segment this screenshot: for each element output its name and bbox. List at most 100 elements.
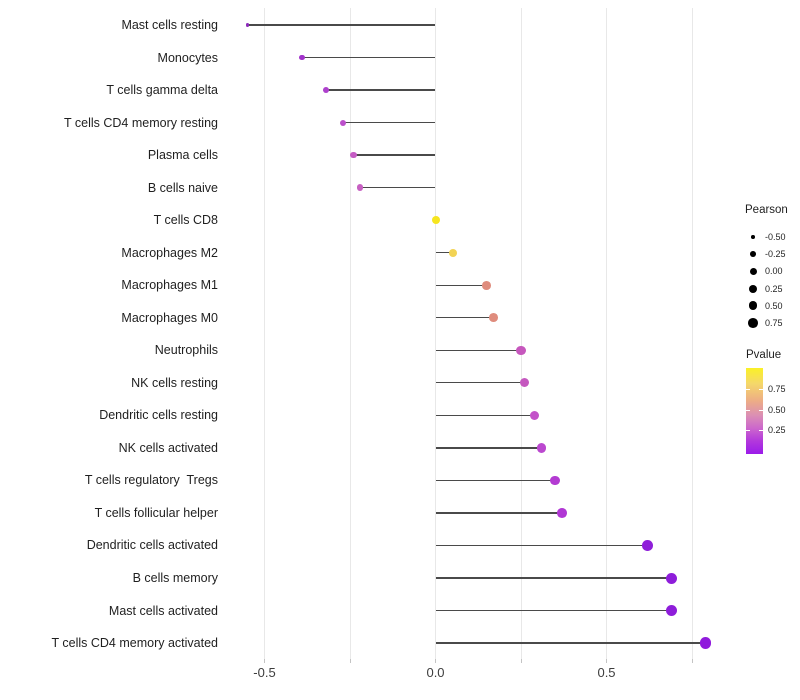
lollipop-stem <box>353 154 436 156</box>
x-axis-tick <box>520 659 522 663</box>
pearson-legend-dot <box>749 284 757 293</box>
lollipop-dot <box>448 248 457 257</box>
pearson-legend-label: -0.25 <box>765 249 786 260</box>
lollipop-dot <box>489 313 499 323</box>
lollipop-dot <box>482 280 492 290</box>
lollipop-stem <box>343 121 436 124</box>
lollipop-dot <box>340 119 347 126</box>
pearson-legend-dot <box>751 235 755 239</box>
pvalue-colorbar-label: 0.25 <box>768 425 786 435</box>
pearson-size-legend: Pearson -0.50 -0.25 0.00 0.25 0.50 0.75 <box>745 204 800 334</box>
lollipop-dot <box>529 410 540 421</box>
x-axis-tick <box>435 659 436 663</box>
lollipop-stem <box>435 512 563 514</box>
x-axis-tick-label: 0.0 <box>426 665 445 680</box>
row-label: NK cells resting <box>131 375 218 390</box>
lollipop-dot <box>536 443 547 453</box>
row-label: T cells regulatory Tregs <box>84 473 218 488</box>
row-label: Dendritic cells activated <box>86 538 218 553</box>
gridline <box>349 8 351 659</box>
pearson-legend-label: 0.75 <box>765 318 783 328</box>
row-label: Macrophages M2 <box>121 245 218 260</box>
row-label: T cells CD8 <box>153 213 218 228</box>
lollipop-stem <box>435 252 453 254</box>
row-label: Dendritic cells resting <box>99 408 218 423</box>
pvalue-colorbar-tick <box>759 388 763 390</box>
lollipop-dot <box>357 184 364 191</box>
row-label: B cells memory <box>132 571 218 585</box>
lollipop-stem <box>247 24 436 26</box>
lollipop-stem <box>302 56 436 59</box>
lollipop-stem <box>435 349 521 351</box>
pvalue-colorbar <box>746 368 763 454</box>
lollipop-dot <box>519 378 529 388</box>
x-axis-tick <box>264 659 265 663</box>
pearson-legend-dot <box>749 267 757 275</box>
lollipop-dot <box>550 475 561 486</box>
lollipop-stem <box>435 317 494 319</box>
x-axis-tick <box>606 659 607 663</box>
pvalue-colorbar-label: 0.50 <box>768 404 786 415</box>
lollipop-stem <box>360 187 436 189</box>
lollipop-dot <box>245 23 250 27</box>
row-label: T cells follicular helper <box>94 505 218 520</box>
pvalue-color-legend: Pvalue 0.75 0.50 0.25 <box>746 349 800 469</box>
gridline <box>520 8 522 659</box>
lollipop-dot <box>431 216 440 225</box>
lollipop-dot <box>557 508 567 518</box>
lollipop-dot <box>665 572 677 584</box>
row-label: B cells naive <box>147 180 218 195</box>
row-label: Mast cells resting <box>121 18 218 32</box>
row-label: NK cells activated <box>118 440 218 455</box>
gridline <box>606 8 607 659</box>
pearson-legend-label: 0.50 <box>765 300 783 311</box>
pearson-legend-label: -0.50 <box>765 232 786 242</box>
pvalue-colorbar-tick <box>759 430 763 431</box>
row-label: Neutrophils <box>154 343 218 358</box>
lollipop-dot <box>323 87 329 93</box>
gridline <box>691 8 693 659</box>
pearson-legend-title: Pearson <box>745 204 788 216</box>
row-label: Macrophages M0 <box>121 310 218 325</box>
lollipop-dot <box>299 54 305 61</box>
lollipop-stem <box>435 382 525 384</box>
lollipop-dot <box>350 151 357 159</box>
row-label: T cells CD4 memory resting <box>64 115 218 130</box>
pearson-legend-dot <box>750 251 756 258</box>
lollipop-dot <box>516 345 526 355</box>
row-label: T cells CD4 memory activated <box>51 636 219 651</box>
row-label: Monocytes <box>157 50 218 65</box>
lollipop-stem <box>435 414 535 416</box>
lollipop-stem <box>326 89 436 91</box>
lollipop-stem <box>435 284 487 286</box>
pvalue-colorbar-label: 0.75 <box>768 383 786 394</box>
x-axis-tick-label: 0.5 <box>597 665 616 680</box>
row-label: Plasma cells <box>147 148 218 163</box>
lollipop-dot <box>642 540 653 551</box>
lollipop-stem <box>435 642 706 644</box>
x-axis-tick-label: -0.5 <box>253 665 276 680</box>
row-label: Macrophages M1 <box>121 278 218 293</box>
x-axis-tick <box>691 659 693 663</box>
lollipop-dot <box>699 637 712 649</box>
lollipop-dot <box>665 605 677 617</box>
gridline <box>264 8 265 659</box>
gridline <box>435 8 436 659</box>
lollipop-stem <box>435 447 542 449</box>
pearson-legend-label: 0.25 <box>765 283 783 294</box>
pearson-legend-label: 0.00 <box>765 266 783 277</box>
pvalue-legend-title: Pvalue <box>746 349 782 361</box>
lollipop-stem <box>435 479 556 482</box>
lollipop-stem <box>435 544 648 547</box>
lollipop-stem <box>435 609 672 612</box>
pvalue-colorbar-tick <box>746 388 750 390</box>
row-label: T cells gamma delta <box>106 83 218 98</box>
pearson-legend-dot <box>748 318 758 328</box>
pvalue-colorbar-tick <box>746 430 750 431</box>
pvalue-colorbar-tick <box>746 409 750 411</box>
row-label: Mast cells activated <box>108 603 218 618</box>
pvalue-colorbar-tick <box>759 409 763 411</box>
x-axis-tick <box>349 659 351 663</box>
pearson-legend-dot <box>748 301 758 311</box>
